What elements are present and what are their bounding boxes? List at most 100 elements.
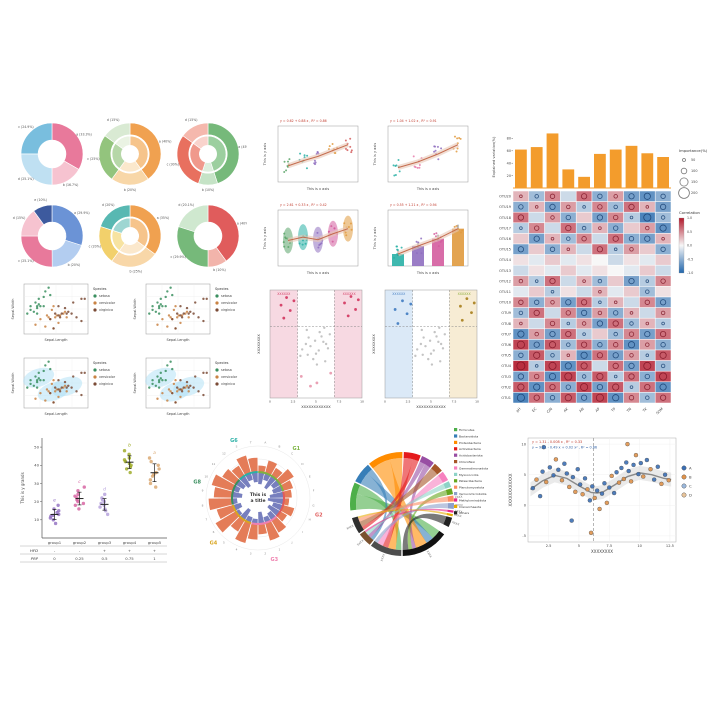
svg-text:XXXXXXXXXXXX: XXXXXXXXXXXX bbox=[301, 405, 331, 409]
bar-and-correlation-heatmap: 20 40 60 80 Explained variation(%) OTU20 OTU19… bbox=[492, 133, 708, 415]
svg-text:7: 7 bbox=[205, 517, 207, 521]
svg-text:20: 20 bbox=[507, 174, 511, 178]
svg-text:-: - bbox=[79, 548, 81, 553]
svg-text:XXXXXXXX: XXXXXXXX bbox=[591, 549, 613, 554]
svg-text:OTU5: OTU5 bbox=[501, 354, 511, 358]
svg-text:c (30%): c (30%) bbox=[167, 162, 179, 166]
svg-text:OTU15: OTU15 bbox=[499, 248, 511, 252]
svg-text:5: 5 bbox=[578, 544, 580, 548]
svg-text:Methylomirabilota: Methylomirabilota bbox=[459, 498, 486, 502]
svg-text:-: - bbox=[54, 548, 56, 553]
svg-text:6: 6 bbox=[213, 530, 215, 534]
svg-text:40: 40 bbox=[507, 161, 511, 165]
svg-text:OTU17: OTU17 bbox=[499, 226, 511, 230]
svg-text:OTU14: OTU14 bbox=[499, 258, 512, 262]
svg-text:e (10%): e (10%) bbox=[34, 198, 47, 202]
svg-text:d (15%): d (15%) bbox=[13, 216, 26, 220]
svg-text:y = 0.62 + 0.88 x , R² = 0.86: y = 0.62 + 0.88 x , R² = 0.86 bbox=[280, 119, 327, 123]
svg-text:100: 100 bbox=[691, 169, 697, 173]
svg-text:OTU9: OTU9 bbox=[501, 311, 511, 315]
svg-text:virginica: virginica bbox=[221, 382, 235, 386]
svg-text:AP: AP bbox=[595, 407, 601, 413]
svg-text:Species: Species bbox=[215, 361, 229, 365]
svg-text:AN: AN bbox=[578, 407, 585, 414]
svg-text:Correlation: Correlation bbox=[679, 210, 701, 215]
svg-text:1: 1 bbox=[153, 556, 156, 561]
svg-text:a (45%): a (45%) bbox=[238, 145, 247, 149]
svg-text:XXXXXX: XXXXXX bbox=[277, 292, 291, 296]
svg-text:10: 10 bbox=[475, 400, 479, 404]
svg-text:3: 3 bbox=[250, 552, 252, 556]
svg-text:OTU2: OTU2 bbox=[501, 385, 511, 389]
svg-text:Explained variation(%): Explained variation(%) bbox=[492, 136, 496, 177]
svg-text:TP: TP bbox=[610, 407, 617, 414]
svg-text:12: 12 bbox=[222, 452, 226, 456]
svg-text:10: 10 bbox=[204, 475, 208, 479]
svg-text:y = 1.31 - 0.008 x , R² = 0.33: y = 1.31 - 0.008 x , R² = 0.33 bbox=[532, 440, 582, 444]
svg-text:5: 5 bbox=[315, 400, 317, 404]
svg-text:Sepal.Width: Sepal.Width bbox=[11, 299, 15, 320]
chord-diagram: XXXXXXXXXXXXXXXXXXXXXXXXXXXXXXXXXXXXFirm… bbox=[346, 428, 488, 562]
svg-text:b (20%): b (20%) bbox=[124, 188, 137, 192]
svg-text:-0.5: -0.5 bbox=[687, 257, 693, 261]
svg-text:d (20.1%): d (20.1%) bbox=[178, 203, 194, 207]
svg-text:A: A bbox=[264, 440, 266, 444]
svg-text:a (29.9%): a (29.9%) bbox=[74, 211, 90, 215]
svg-text:D: D bbox=[301, 462, 303, 466]
svg-text:Proteobacteria: Proteobacteria bbox=[459, 441, 481, 445]
svg-text:XXXX: XXXX bbox=[346, 524, 355, 531]
svg-text:OTU19: OTU19 bbox=[499, 205, 511, 209]
svg-text:This is y axis: This is y axis bbox=[373, 143, 377, 167]
svg-text:11: 11 bbox=[212, 462, 216, 466]
svg-text:This is y axis: This is y axis bbox=[263, 143, 267, 167]
svg-text:Species: Species bbox=[215, 287, 229, 291]
svg-text:This is: This is bbox=[250, 492, 267, 498]
svg-text:5: 5 bbox=[524, 473, 526, 477]
svg-text:C: C bbox=[689, 483, 692, 488]
svg-text:Others: Others bbox=[459, 511, 470, 515]
svg-text:0.25: 0.25 bbox=[75, 556, 84, 561]
svg-text:setosa: setosa bbox=[99, 294, 110, 298]
svg-text:0: 0 bbox=[269, 400, 271, 404]
circular-bar-chart: ABCDEFGHIJ123456789101112STG1G2G3G4G8G6T… bbox=[193, 438, 323, 563]
svg-text:OTU1: OTU1 bbox=[501, 396, 511, 400]
svg-text:10: 10 bbox=[360, 400, 364, 404]
svg-text:TN: TN bbox=[625, 407, 632, 414]
svg-text:G4: G4 bbox=[210, 541, 218, 547]
svg-text:group4: group4 bbox=[123, 540, 137, 545]
svg-text:7.5: 7.5 bbox=[337, 400, 342, 404]
svg-text:2.5: 2.5 bbox=[546, 544, 552, 548]
svg-text:d (25.1%): d (25.1%) bbox=[18, 177, 34, 181]
svg-text:I: I bbox=[302, 530, 303, 534]
svg-text:XXXX: XXXX bbox=[426, 550, 433, 559]
svg-text:XXXX: XXXX bbox=[455, 495, 463, 500]
svg-text:OTU6: OTU6 bbox=[501, 343, 511, 347]
svg-text:a (33.3%): a (33.3%) bbox=[76, 132, 92, 136]
svg-text:-5: -5 bbox=[522, 534, 526, 538]
svg-text:G: G bbox=[312, 503, 314, 507]
svg-text:G2: G2 bbox=[315, 512, 323, 518]
svg-text:b (20%): b (20%) bbox=[68, 263, 81, 267]
svg-text:Sepal.Length: Sepal.Length bbox=[45, 338, 68, 342]
svg-text:Species: Species bbox=[93, 287, 107, 291]
svg-text:T: T bbox=[249, 440, 252, 444]
svg-text:OTU18: OTU18 bbox=[499, 216, 511, 220]
svg-text:Importance(%): Importance(%) bbox=[679, 148, 708, 153]
svg-text:setosa: setosa bbox=[221, 368, 232, 372]
svg-text:12.5: 12.5 bbox=[666, 544, 674, 548]
svg-text:B: B bbox=[689, 474, 692, 479]
svg-text:group5: group5 bbox=[148, 540, 162, 545]
svg-text:1: 1 bbox=[279, 548, 281, 552]
svg-text:This is y axis: This is y axis bbox=[373, 227, 377, 251]
svg-text:versicolor: versicolor bbox=[221, 301, 238, 305]
svg-text:EC: EC bbox=[531, 406, 538, 413]
svg-text:c (20%): c (20%) bbox=[89, 244, 101, 248]
svg-text:G8: G8 bbox=[193, 480, 201, 486]
svg-text:+: + bbox=[103, 548, 106, 553]
svg-text:c: c bbox=[78, 480, 81, 485]
svg-text:setosa: setosa bbox=[99, 368, 110, 372]
svg-text:XXXXXXXX: XXXXXXXX bbox=[257, 334, 261, 354]
svg-text:d (20%): d (20%) bbox=[102, 203, 115, 207]
svg-text:C: C bbox=[291, 452, 293, 456]
svg-text:Sepal.Length: Sepal.Length bbox=[45, 412, 68, 416]
